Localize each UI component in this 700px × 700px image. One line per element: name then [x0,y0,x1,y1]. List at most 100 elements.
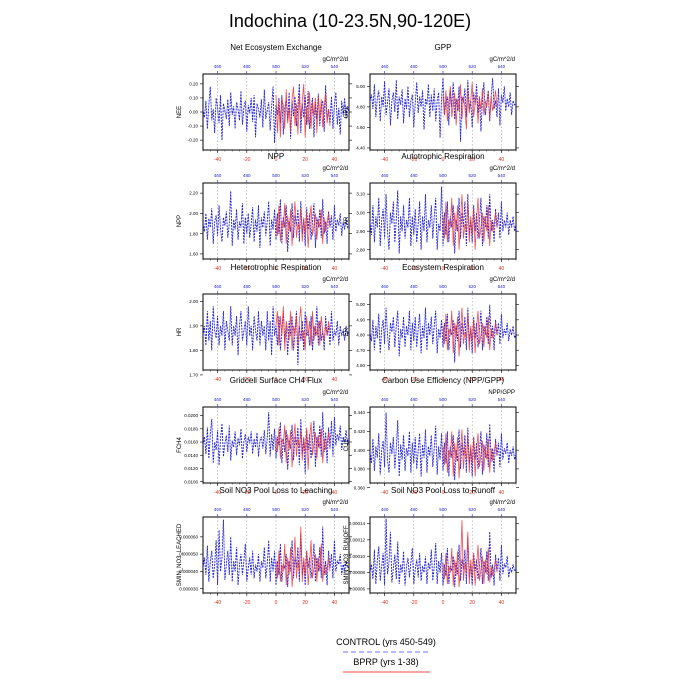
x-tick-label: 20 [302,377,308,383]
x-tick-label: 20 [469,377,475,383]
y-tick-label: 3.10 [356,192,365,197]
x-tick-label: 0 [442,377,445,383]
series-bprp-line [275,422,331,470]
y-tick-label: 1.90 [189,323,198,328]
y-tick-label: 0.000030 [179,586,198,591]
x-tick-label: -20 [243,266,250,272]
panel-smin-no3-runoff: Soil NO3 Pool Loss to Runoff gN/m^2/d -40 -… [344,486,519,606]
y-axis-label: CUE [344,439,350,452]
series-control-line [203,83,349,143]
top-x-tick-label: 500 [439,507,447,512]
panel-ar: Autotrophic Respiration gC/m^2/d -40 -20 0 20… [344,152,519,272]
y-axis-label: HR [177,327,183,336]
series-control-line [370,412,516,481]
y-tick-label: 0.00012 [349,537,366,542]
x-tick-label: 40 [499,266,505,272]
x-tick-label: -40 [381,266,388,272]
panel-smin-no3-leached: Soil NO3 Pool Loss to Leaching gN/m^2/d -4… [177,486,352,606]
panel-title: Carbon Use Efficiency (NPP/GPP) [382,376,504,385]
series-bprp-line [442,194,498,250]
x-tick-label: -40 [214,600,221,606]
top-x-tick-label: 460 [214,173,222,178]
x-tick-label: -40 [214,266,221,272]
x-tick-label: 20 [302,490,308,496]
top-x-tick-label: 480 [243,397,251,402]
panel-units: gC/m^2/d [323,166,349,172]
x-tick-label: 0 [442,157,445,163]
top-x-tick-label: 540 [498,284,506,289]
y-tick-label: 2.80 [356,247,365,252]
x-tick-label: -20 [410,266,417,272]
top-x-tick-label: 520 [301,64,309,69]
x-tick-label: -40 [214,490,221,496]
top-x-tick-label: 540 [498,507,506,512]
y-tick-label: 0.20 [189,81,198,86]
x-tick-label: 40 [332,157,338,163]
panel-units: gC/m^2/d [323,57,349,63]
y-axis-label: ER [344,327,350,336]
x-tick-label: 0 [275,377,278,383]
x-tick-label: -40 [214,157,221,163]
x-tick-label: -20 [410,157,417,163]
x-tick-label: 20 [302,600,308,606]
x-tick-label: 20 [469,490,475,496]
x-tick-label: -40 [381,490,388,496]
y-tick-label: 4.80 [356,333,365,338]
legend: CONTROL (yrs 450-549) BPRP (yrs 1-38) [336,637,436,673]
y-tick-label: -0.10 [188,124,199,129]
x-tick-label: 40 [499,600,505,606]
top-x-tick-label: 500 [439,284,447,289]
y-tick-label: 0.400 [354,448,366,453]
panel-title: Net Ecosystem Exchange [230,43,322,52]
top-x-tick-label: 500 [272,64,280,69]
x-tick-label: 20 [302,266,308,272]
x-tick-label: 0 [275,157,278,163]
x-tick-label: 0 [442,600,445,606]
top-x-tick-label: 480 [410,173,418,178]
top-x-tick-label: 460 [381,397,389,402]
y-tick-label: 1.80 [189,348,198,353]
top-x-tick-label: 480 [243,507,251,512]
x-tick-label: -20 [410,600,417,606]
panel-title: Gridcell Surface CH4 Flux [230,376,322,385]
top-x-tick-label: 540 [331,64,339,69]
x-tick-label: -40 [381,600,388,606]
top-x-tick-label: 520 [468,507,476,512]
top-x-tick-label: 540 [498,64,506,69]
top-x-tick-label: 540 [498,397,506,402]
y-tick-label: 0.0160 [184,440,198,445]
x-tick-label: -40 [381,157,388,163]
y-tick-label: 0.0180 [184,426,198,431]
x-tick-label: 20 [469,266,475,272]
y-tick-label: 4.70 [356,348,365,353]
y-axis-label: GPP [344,106,350,119]
series-bprp-line [275,83,331,138]
panel-er: Ecosystem Respiration gC/m^2/d -40 -20 0 20 40… [344,263,519,383]
top-x-tick-label: 480 [410,284,418,289]
panel-units: gC/m^2/d [490,166,516,172]
y-tick-label: 1.80 [189,231,198,236]
top-x-tick-label: 540 [331,507,339,512]
series-control-line [203,519,349,587]
y-tick-label: 0.0120 [184,466,198,471]
top-x-tick-label: 500 [439,64,447,69]
y-tick-label: 0.000050 [179,552,198,557]
top-x-tick-label: 480 [410,64,418,69]
x-tick-label: -20 [243,157,250,163]
y-tick-label: 0.000060 [179,534,198,539]
top-x-tick-label: 520 [301,284,309,289]
y-tick-label: 0.00010 [349,554,366,559]
top-x-tick-label: 480 [243,173,251,178]
top-x-tick-label: 460 [381,284,389,289]
y-tick-label: 4.60 [356,125,365,130]
figure-title: Indochina (10-23.5N,90-120E) [229,11,471,31]
top-x-tick-label: 540 [498,173,506,178]
series-bprp-line [442,307,498,357]
x-tick-label: 40 [499,377,505,383]
x-tick-label: -20 [410,377,417,383]
top-x-tick-label: 520 [301,397,309,402]
y-axis-label: FCH4 [177,437,183,453]
